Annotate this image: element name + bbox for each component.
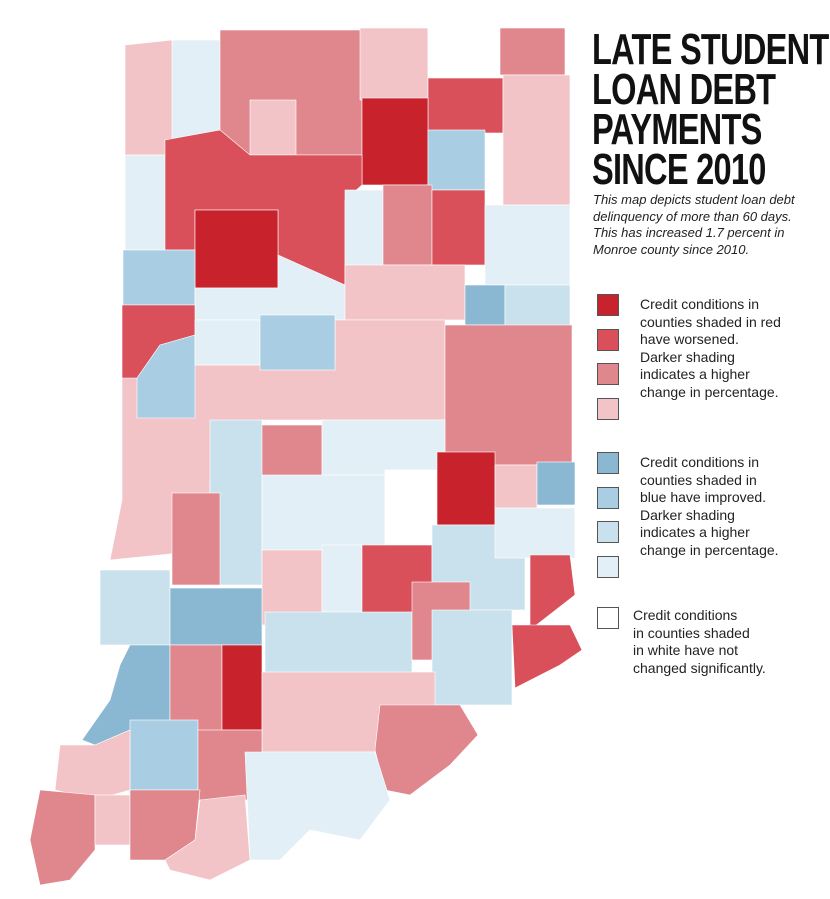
county	[427, 27, 501, 79]
county	[344, 264, 466, 321]
legend-text-line: change in percentage.	[640, 383, 779, 400]
legend-swatch	[597, 521, 619, 543]
title-line: LOAN DEBT	[592, 65, 776, 114]
county	[436, 451, 496, 526]
county	[374, 704, 479, 796]
county	[194, 209, 279, 289]
county	[529, 554, 576, 631]
county	[494, 507, 576, 559]
legend-swatch	[597, 328, 619, 351]
legend-text-line: Darker shading	[640, 506, 735, 523]
legend-swatch	[597, 397, 619, 420]
county	[171, 39, 223, 141]
legend-text-line: indicates a higher	[640, 366, 750, 382]
legend-text-line: blue have improved.	[640, 489, 767, 505]
county	[221, 644, 263, 731]
county	[99, 569, 171, 646]
county	[427, 129, 486, 191]
title-line: PAYMENTS	[592, 105, 762, 154]
legend-text-line: change in percentage.	[640, 541, 779, 558]
county	[261, 474, 386, 551]
description-line: This has increased 1.7 percent in	[593, 225, 785, 240]
county	[259, 314, 336, 371]
county	[359, 27, 429, 101]
county	[124, 154, 166, 251]
legend-text-line: in counties shaded	[633, 624, 750, 641]
county	[94, 794, 131, 846]
county	[129, 719, 199, 791]
county	[384, 469, 438, 546]
county	[536, 461, 576, 506]
county	[431, 189, 486, 266]
county	[427, 77, 504, 134]
legend-swatch	[597, 486, 619, 509]
county	[494, 464, 538, 509]
county	[124, 39, 177, 156]
county	[382, 184, 433, 266]
legend-text: Credit conditions in counties shaded in r…	[640, 296, 781, 401]
legend-text-line: indicates a higher	[640, 524, 750, 540]
county	[431, 609, 513, 706]
county	[164, 794, 251, 881]
indiana-county-map	[29, 27, 583, 886]
county	[499, 27, 566, 76]
legend-text-line: changed significantly.	[633, 659, 766, 676]
county	[29, 789, 96, 886]
legend-text-line: Credit conditions	[633, 607, 738, 623]
legend-swatch	[597, 294, 619, 316]
legend-text-line: Credit conditions in	[640, 296, 760, 312]
title-line: LATE STUDENT	[592, 25, 829, 74]
legend-text-line: Credit conditions in	[640, 454, 760, 470]
legend-swatch	[597, 452, 619, 474]
county	[244, 751, 391, 861]
county	[361, 97, 429, 186]
legend-text: Credit conditions in counties shaded in bl…	[640, 454, 779, 559]
county	[511, 624, 583, 689]
county	[502, 74, 571, 206]
description-line: delinquency of more than 60 days.	[593, 208, 792, 224]
counties	[29, 27, 583, 886]
legend-swatch	[597, 607, 619, 629]
county	[136, 334, 196, 419]
county	[321, 544, 363, 613]
county	[249, 99, 297, 156]
title-line: SINCE 2010	[592, 145, 766, 194]
legend-swatch	[597, 555, 619, 578]
legend-text-line: Darker shading	[640, 348, 735, 365]
description-line: Monroe county since 2010.	[593, 241, 750, 257]
county	[444, 324, 573, 466]
legend-text-line: counties shaded in	[640, 471, 757, 488]
county	[171, 492, 221, 586]
county	[122, 249, 196, 306]
county	[464, 284, 506, 326]
legend-text-line: in white have not	[633, 642, 739, 658]
description: This map depicts student loan debt delinq…	[593, 192, 795, 258]
legend-text: Credit conditions in counties shaded in wh…	[633, 607, 766, 677]
description-line: This map depicts student loan debt	[593, 192, 795, 207]
county	[194, 319, 261, 366]
county	[321, 419, 446, 476]
county	[484, 204, 571, 286]
county	[169, 587, 263, 646]
legend-swatch	[597, 363, 619, 385]
legend-text-line: counties shaded in red	[640, 313, 781, 330]
legend-text-line: have worsened.	[640, 331, 739, 347]
